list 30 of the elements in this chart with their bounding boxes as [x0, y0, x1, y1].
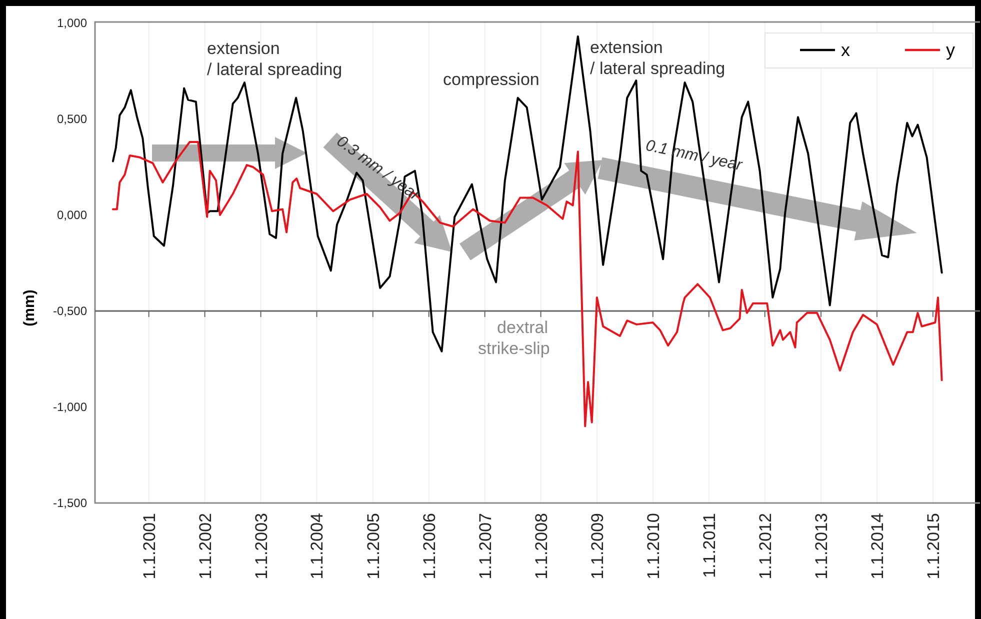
x-tick-label: 1.1.2012 — [756, 513, 775, 580]
x-tick-label: 1.1.2009 — [588, 513, 607, 580]
annotation: dextral strike-slip — [478, 318, 550, 358]
x-tick-label: 1.1.2005 — [364, 513, 383, 580]
x-tick-label: 1.1.2015 — [924, 513, 943, 580]
legend-label: y — [946, 40, 955, 60]
x-tick-label: 1.1.2010 — [644, 513, 663, 580]
x-tick-label: 1.1.2008 — [532, 513, 551, 580]
x-tick-label: 1.1.2007 — [476, 513, 495, 580]
annotation: 0.3 mm / year — [333, 132, 424, 205]
y-tick-label: 1,000 — [56, 16, 88, 30]
x-tick-label: 1.1.2002 — [196, 513, 215, 580]
legend-label: x — [841, 40, 850, 60]
x-tick-label: 1.1.2013 — [812, 513, 831, 580]
x-tick-label: 1.1.2001 — [140, 513, 159, 580]
y-tick-label: 0,000 — [56, 208, 88, 222]
y-tick-label: -1,000 — [52, 400, 88, 414]
x-tick-label: 1.1.2011 — [700, 513, 719, 578]
annotation: compression — [443, 70, 540, 89]
y-axis-title: (mm) — [21, 290, 38, 326]
y-tick-label: 0,500 — [56, 112, 88, 126]
x-tick-label: 1.1.2004 — [308, 513, 327, 580]
x-tick-label: 1.1.2003 — [252, 513, 271, 580]
annotation: extension / lateral spreading — [207, 39, 342, 79]
y-tick-label: -1,500 — [52, 496, 88, 510]
annotation: 0.1 mm / year — [644, 137, 744, 174]
annotation: extension / lateral spreading — [590, 38, 726, 78]
x-tick-label: 1.1.2006 — [420, 513, 439, 580]
x-tick-label: 1.1.2014 — [868, 513, 887, 580]
y-tick-label: -0,500 — [52, 304, 88, 318]
